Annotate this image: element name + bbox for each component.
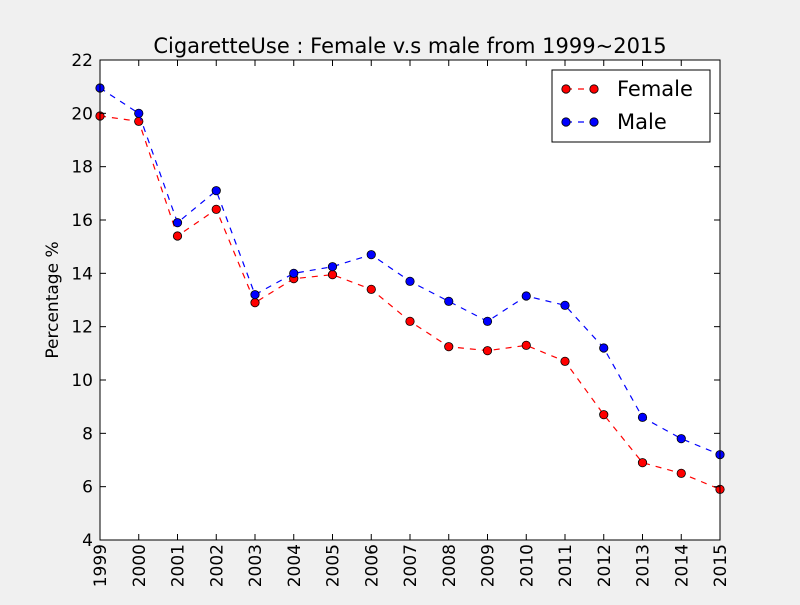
y-tick-label: 18 xyxy=(71,158,93,178)
data-point-male[interactable]: Male 2013: 8.6 xyxy=(637,412,648,422)
legend-marker-male xyxy=(589,117,599,127)
data-point-male[interactable]: Male 2007: 13.7 xyxy=(405,276,415,286)
data-point-female[interactable]: Female 2006: 13.4 xyxy=(366,284,376,294)
x-tick-label: 2000 xyxy=(130,544,150,587)
data-point-female[interactable]: Female 2013: 6.9 xyxy=(637,458,648,468)
data-point-female[interactable]: Female 2001: 15.4 xyxy=(172,231,183,241)
data-point-female[interactable]: Female 2007: 12.2 xyxy=(405,316,415,326)
x-tick-label: 2004 xyxy=(285,544,305,587)
series-male: Male 1999: 20.95Male 2000: 20Male 2001: … xyxy=(95,83,725,460)
data-point-male[interactable]: Male 2006: 14.7 xyxy=(366,250,376,260)
data-point-female[interactable]: Female 2008: 11.25 xyxy=(444,342,454,352)
data-point-male[interactable]: Male 2001: 15.9 xyxy=(172,218,183,228)
x-tick-label: 2003 xyxy=(246,544,266,587)
data-point-male[interactable]: Male 2014: 7.8 xyxy=(676,434,686,444)
x-tick-label: 1999 xyxy=(91,544,111,587)
data-point-male[interactable]: Male 2012: 11.2 xyxy=(599,343,609,353)
x-tick-label: 2013 xyxy=(634,544,654,587)
y-tick-label: 4 xyxy=(82,531,93,551)
x-tick-label: 2012 xyxy=(595,544,615,587)
legend: Female Male xyxy=(551,69,711,143)
x-tick-label: 2010 xyxy=(517,544,537,587)
y-tick-label: 8 xyxy=(82,424,93,444)
y-tick-label: 14 xyxy=(71,264,93,284)
data-point-male[interactable]: Male 2004: 14 xyxy=(289,268,299,278)
y-tick-label: 22 xyxy=(71,51,93,71)
x-tick-label: 2008 xyxy=(440,544,460,587)
x-tick-label: 2009 xyxy=(479,544,499,587)
data-point-male[interactable]: Male 2010: 13.15 xyxy=(521,291,531,301)
data-point-female[interactable]: Female 2009: 11.1 xyxy=(482,346,493,356)
series-female: Female 1999: 19.9Female 2000: 19.7Female… xyxy=(95,111,725,494)
legend-marker-male xyxy=(561,117,571,127)
data-point-female[interactable]: Female 2000: 19.7 xyxy=(134,116,144,126)
y-tick-label: 10 xyxy=(71,371,93,391)
data-point-female[interactable]: Female 2002: 16.4 xyxy=(211,204,221,214)
y-tick-label: 20 xyxy=(71,104,93,124)
x-tick-label: 2005 xyxy=(324,544,344,587)
data-point-male[interactable]: Male 2005: 14.25 xyxy=(327,262,338,272)
legend-box xyxy=(551,69,711,143)
y-tick-label: 12 xyxy=(71,318,93,338)
data-point-male[interactable]: Male 2011: 12.8 xyxy=(560,300,570,310)
legend-marker-female xyxy=(561,84,571,94)
data-point-female[interactable]: Female 2014: 6.5 xyxy=(676,468,686,478)
data-point-male[interactable]: Male 2002: 17.1 xyxy=(211,186,221,196)
data-point-male[interactable]: Male 2003: 13.2 xyxy=(250,290,260,300)
data-point-female[interactable]: Female 2010: 11.3 xyxy=(521,340,531,350)
data-point-male[interactable]: Male 2009: 12.2 xyxy=(482,316,493,326)
y-tick-label: 16 xyxy=(71,211,93,231)
x-tick-label: 2014 xyxy=(672,544,692,587)
legend-label-male: Male xyxy=(617,110,667,134)
y-tick-label: 6 xyxy=(82,478,93,498)
data-point-female[interactable]: Female 2012: 8.7 xyxy=(599,410,609,420)
x-tick-label: 2001 xyxy=(169,544,189,587)
data-point-female[interactable]: Female 2003: 12.9 xyxy=(250,298,260,308)
data-point-male[interactable]: Male 2008: 12.95 xyxy=(444,296,454,306)
chart-title: CigaretteUse : Female v.s male from 1999… xyxy=(153,34,666,58)
x-tick-label: 2002 xyxy=(207,544,227,587)
y-axis-label: Percentage % xyxy=(43,241,63,358)
legend-label-female: Female xyxy=(617,77,693,101)
legend-marker-female xyxy=(589,84,599,94)
data-point-female[interactable]: Female 2005: 13.95 xyxy=(327,270,338,280)
x-tick-label: 2011 xyxy=(556,544,576,587)
data-point-male[interactable]: Male 2000: 20 xyxy=(134,108,144,118)
x-tick-label: 2007 xyxy=(401,544,421,587)
data-point-female[interactable]: Female 2011: 10.7 xyxy=(560,356,570,366)
x-tick-label: 2006 xyxy=(362,544,382,587)
x-tick-label: 2015 xyxy=(711,544,731,587)
